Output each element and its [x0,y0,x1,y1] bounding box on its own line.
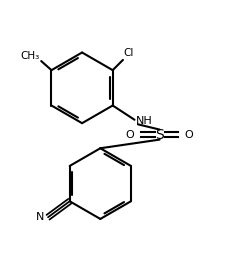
Text: CH₃: CH₃ [21,51,40,61]
Text: O: O [184,129,192,140]
Text: S: S [155,128,163,142]
Text: Cl: Cl [122,48,133,58]
Text: O: O [125,129,134,140]
Text: N: N [36,212,44,222]
Text: NH: NH [135,116,152,126]
